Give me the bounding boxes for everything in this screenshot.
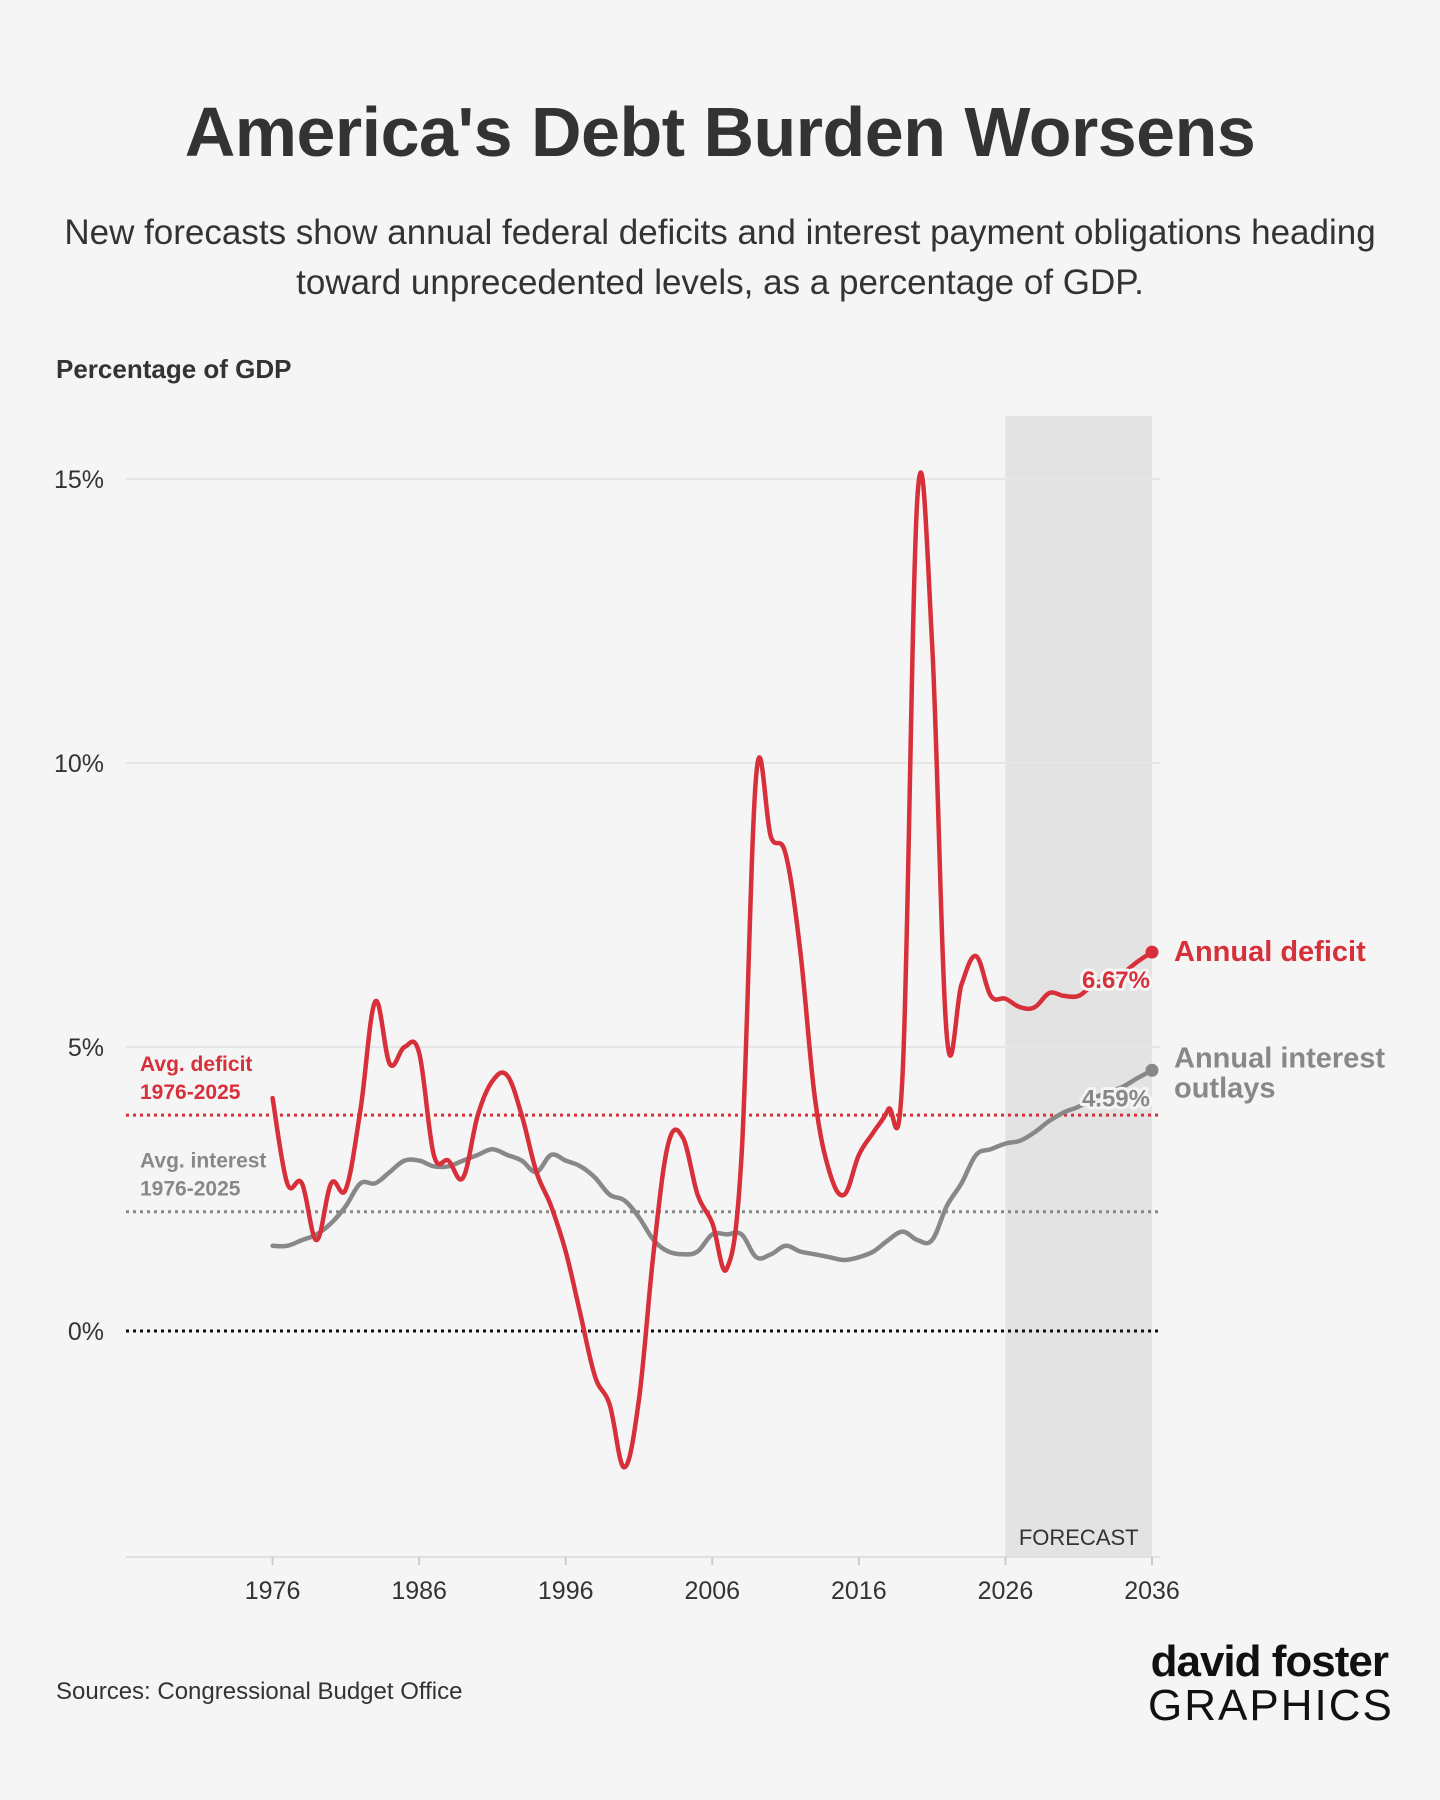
grid-layer: 0% 5% 10% 15% 1976 1986 1996 2006 2016 2026 2036 (54, 466, 1180, 1605)
logo-line-1: david foster (1150, 1637, 1389, 1686)
reference-lines: Avg. deficit 1976-2025 Avg. interest 1976-2… (126, 1053, 1160, 1333)
logo-line-2: GRAPHICS (1148, 1681, 1394, 1730)
series-name-deficit: Annual deficit (1174, 936, 1366, 968)
chart-subtitle: New forecasts show annual federal defici… (64, 213, 1376, 302)
reference-label-avg_interest: Avg. interest (140, 1150, 266, 1173)
y-tick-label: 10% (54, 750, 104, 778)
reference-label-avg_interest-years: 1976-2025 (140, 1178, 241, 1201)
series-layer (270, 470, 1159, 1470)
brand-logo: david foster GRAPHICS (1148, 1637, 1394, 1730)
series-end-value-deficit: 6.67% (1082, 967, 1150, 994)
series-line-deficit (270, 470, 1155, 1470)
reference-label-avg_deficit: Avg. deficit (140, 1053, 252, 1076)
y-tick-label: 15% (54, 466, 104, 494)
series-end-value-interest: 4.59% (1082, 1085, 1150, 1112)
chart-title: America's Debt Burden Worsens (184, 93, 1256, 171)
series-line-interest (270, 1068, 1155, 1263)
x-tick-label: 2036 (1124, 1577, 1180, 1605)
series-endpoint-interest (1145, 1063, 1159, 1077)
x-tick-label: 1996 (538, 1577, 594, 1605)
reference-label-avg_deficit-years: 1976-2025 (140, 1081, 241, 1104)
y-tick-label: 5% (68, 1034, 104, 1062)
x-tick-label: 1986 (391, 1577, 447, 1605)
x-tick-label: 2026 (978, 1577, 1034, 1605)
series-endpoint-deficit (1145, 945, 1159, 959)
x-tick-label: 2016 (831, 1577, 887, 1605)
series-name-interest-line2: outlays (1174, 1072, 1276, 1104)
series-name-interest: Annual interest (1174, 1042, 1385, 1074)
forecast-label: FORECAST (1019, 1525, 1139, 1550)
background-layer: FORECAST (1005, 416, 1152, 1557)
source-note: Sources: Congressional Budget Office (56, 1678, 463, 1705)
y-tick-label: 0% (68, 1318, 104, 1346)
line-chart: FORECAST 0% 5% 10% 15% 1976 1986 1996 2006 2016 2… (54, 416, 1385, 1605)
x-tick-label: 2006 (684, 1577, 740, 1605)
forecast-band (1005, 416, 1152, 1557)
y-axis-title: Percentage of GDP (56, 354, 292, 384)
x-tick-label: 1976 (245, 1577, 301, 1605)
